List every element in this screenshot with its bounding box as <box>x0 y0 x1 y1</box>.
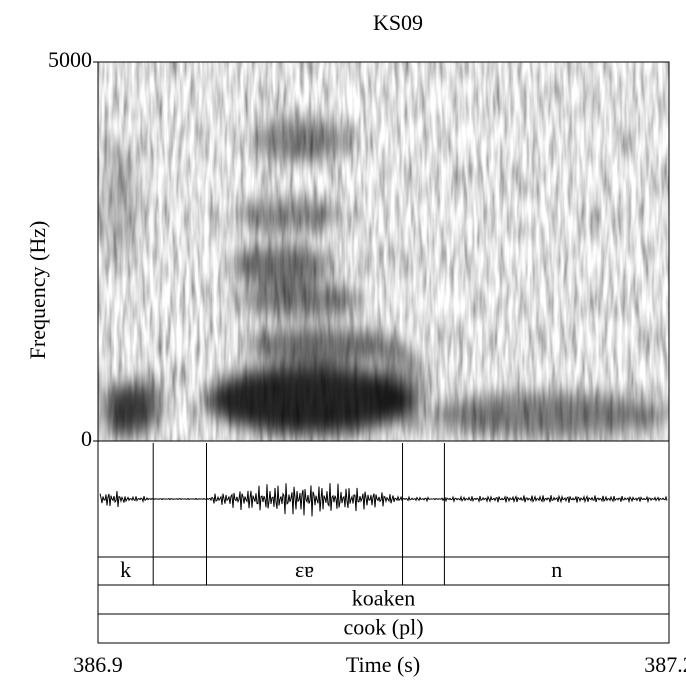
spectrogram <box>98 62 669 441</box>
waveform <box>99 483 668 517</box>
y-tick-label: 0 <box>81 426 92 451</box>
x-tick-label: 387.2 <box>644 652 686 677</box>
y-axis-label: Frequency (Hz) <box>25 221 50 360</box>
x-tick-label: 386.9 <box>73 652 123 677</box>
plot-frame <box>97 61 670 644</box>
y-tick-label: 5000 <box>48 47 92 72</box>
interval-label: koaken <box>352 586 416 611</box>
interval-label: cook (pl) <box>343 615 423 640</box>
interval-label: k <box>120 557 131 582</box>
interval-label: ɛɐ <box>295 557 314 582</box>
interval-label: n <box>551 557 562 582</box>
spectral-energy <box>100 118 669 438</box>
x-axis-label: Time (s) <box>346 652 420 677</box>
chart-title: KS09 <box>373 10 423 35</box>
